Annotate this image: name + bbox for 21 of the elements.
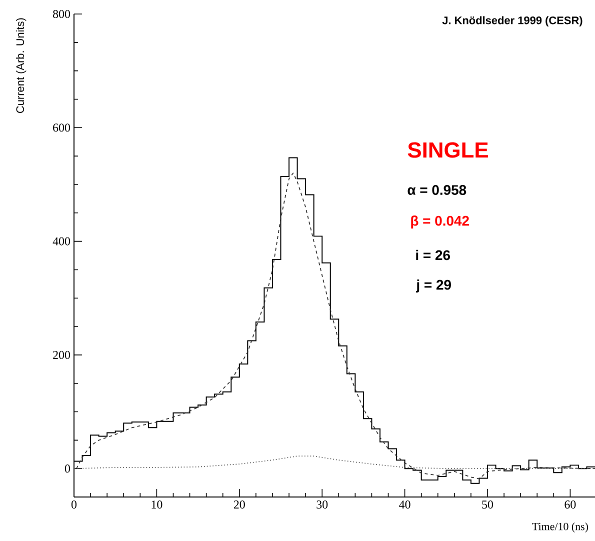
annotation: J. Knödlseder 1999 (CESR) [442, 16, 582, 26]
line-series [74, 456, 595, 470]
annotation: SINGLE [408, 142, 488, 158]
annotation: i = 26 [416, 250, 450, 260]
x-tick-label: 10 [152, 500, 162, 509]
x-tick-label: 30 [316, 500, 328, 509]
annotation: α = 0.958 [408, 185, 466, 195]
y-axis-title: Current (Arb. Units) [16, 18, 26, 113]
x-tick-label: 60 [564, 500, 576, 509]
y-tick-label: 800 [53, 10, 70, 18]
y-tick-label: 600 [53, 124, 70, 132]
x-tick-label: 50 [482, 500, 494, 509]
annotation: β = 0.042 [411, 216, 469, 228]
y-tick-label: 0 [64, 464, 70, 473]
x-tick-label: 40 [399, 500, 410, 509]
x-axis-title: Time/10 (ns) [532, 522, 588, 532]
y-tick-label: 400 [52, 237, 70, 246]
annotation: j = 29 [416, 280, 451, 292]
x-tick-label: 0 [71, 500, 77, 509]
x-tick-label: 20 [234, 500, 245, 509]
y-tick-label: 200 [53, 350, 70, 359]
